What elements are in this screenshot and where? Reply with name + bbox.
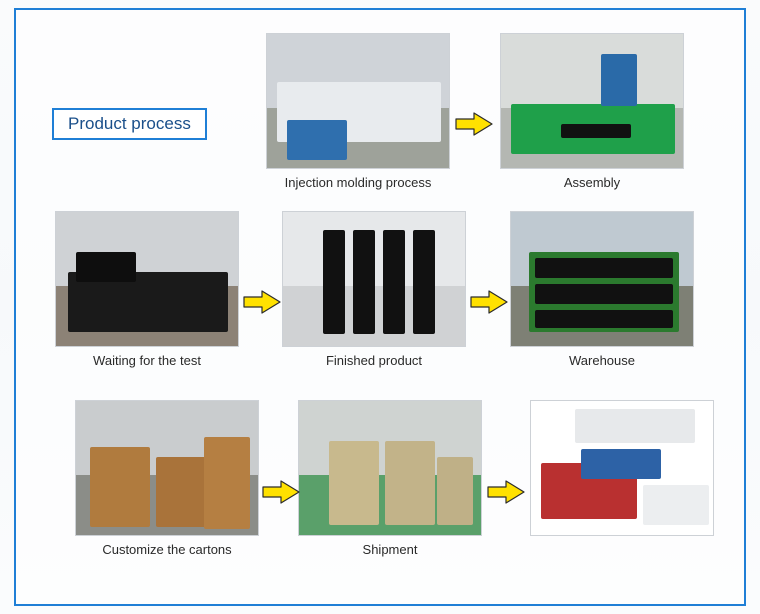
step-waiting: Waiting for the test [55,211,239,368]
step-warehouse-image [510,211,694,347]
scene-object [385,441,435,525]
step-assembly-caption: Assembly [564,175,620,190]
step-cartons: Customize the cartons [75,400,259,557]
step-injection-caption: Injection molding process [285,175,432,190]
step-injection: Injection molding process [266,33,450,190]
step-delivery [530,400,714,536]
scene-object [413,230,435,334]
step-shipment: Shipment [298,400,482,557]
scene-object [383,230,405,334]
arrow-3 [469,288,509,316]
scene-object [561,124,631,138]
scene-object [437,457,473,525]
scene-object [581,449,661,479]
step-cartons-image [75,400,259,536]
step-injection-image [266,33,450,169]
arrow-icon [456,113,492,135]
arrow-icon [244,291,280,313]
arrow-1 [454,110,494,138]
arrow-4 [261,478,301,506]
arrow-icon [488,481,524,503]
scene-object [575,409,695,443]
step-delivery-image [530,400,714,536]
step-finished-image [282,211,466,347]
scene-object [323,230,345,334]
arrow-2 [242,288,282,316]
scene-object [329,441,379,525]
scene-object [643,485,709,525]
step-waiting-image [55,211,239,347]
step-waiting-caption: Waiting for the test [93,353,201,368]
step-assembly: Assembly [500,33,684,190]
step-cartons-caption: Customize the cartons [102,542,231,557]
title-badge: Product process [52,108,207,140]
scene-object [90,447,150,527]
scene-wall [501,34,683,108]
scene-object [535,284,673,304]
title-text: Product process [68,114,191,133]
scene-object [535,310,673,328]
scene-object [601,54,637,106]
arrow-icon [471,291,507,313]
scene-object [535,258,673,278]
step-warehouse-caption: Warehouse [569,353,635,368]
scene-object [76,252,136,282]
step-assembly-image [500,33,684,169]
scene-object [287,120,347,160]
step-shipment-image [298,400,482,536]
scene-object [204,437,250,529]
scene-object [353,230,375,334]
step-shipment-caption: Shipment [363,542,418,557]
arrow-icon [263,481,299,503]
step-finished: Finished product [282,211,466,368]
step-finished-caption: Finished product [326,353,422,368]
arrow-5 [486,478,526,506]
step-warehouse: Warehouse [510,211,694,368]
